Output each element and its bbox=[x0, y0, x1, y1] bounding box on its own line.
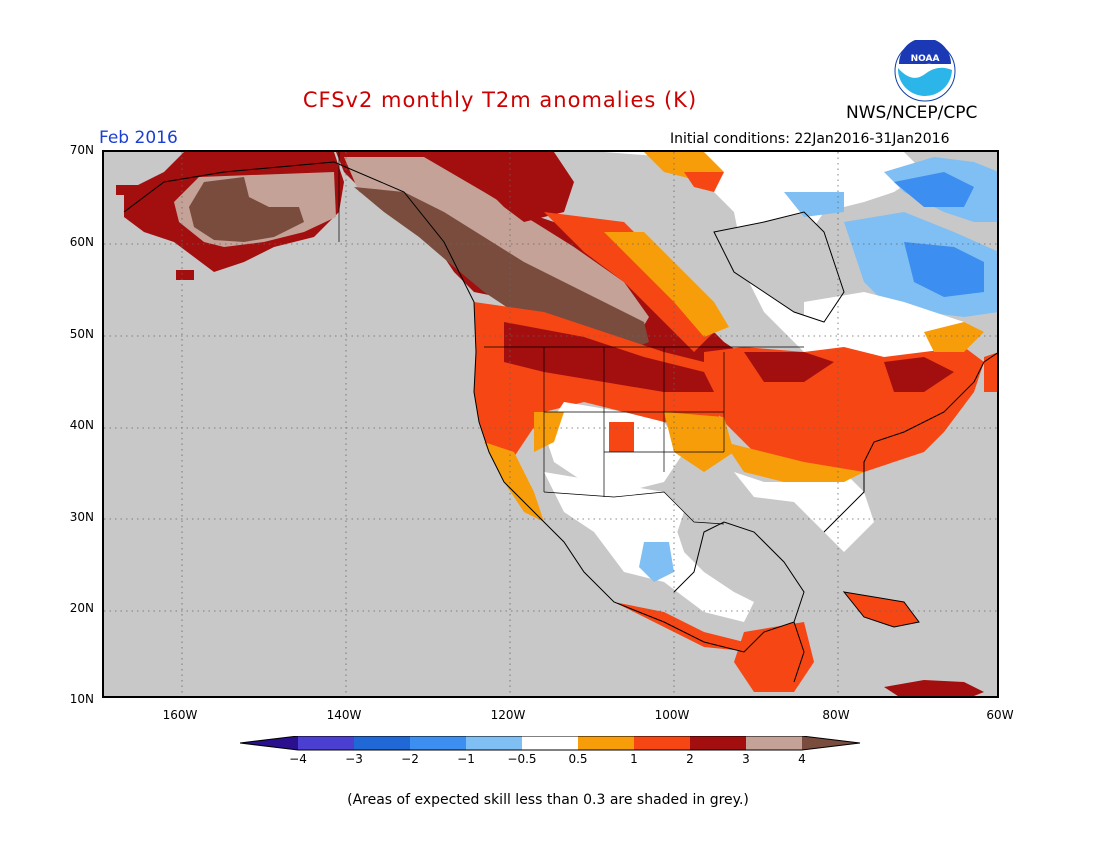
legend-swatch bbox=[354, 736, 410, 750]
noaa-logo: NOAA bbox=[894, 40, 956, 102]
legend-swatch bbox=[634, 736, 690, 750]
graticule bbox=[104, 152, 997, 696]
south-america-edge bbox=[884, 680, 984, 696]
legend-tick: −0.5 bbox=[507, 752, 537, 766]
eastern-us bbox=[704, 322, 997, 472]
lat-label: 40N bbox=[69, 418, 94, 432]
agency-label: NWS/NCEP/CPC bbox=[846, 103, 978, 123]
legend-swatch bbox=[298, 736, 354, 750]
lon-label: 100W bbox=[654, 708, 690, 722]
forecast-month: Feb 2016 bbox=[99, 128, 178, 148]
lon-label: 120W bbox=[490, 708, 526, 722]
coastlines bbox=[123, 161, 997, 683]
legend-swatch bbox=[746, 736, 802, 750]
color-legend bbox=[240, 736, 861, 751]
mexico bbox=[544, 472, 919, 692]
southeast-orange bbox=[724, 442, 864, 482]
legend-tick: 1 bbox=[630, 752, 638, 766]
legend-swatch bbox=[690, 736, 746, 750]
lat-label: 70N bbox=[69, 143, 94, 157]
political-borders bbox=[338, 152, 804, 525]
legend-swatch bbox=[240, 736, 298, 750]
legend-tick: −2 bbox=[401, 752, 419, 766]
lat-label: 50N bbox=[69, 327, 94, 341]
anomaly-map bbox=[102, 150, 999, 698]
legend-swatch bbox=[802, 736, 860, 750]
initial-conditions: Initial conditions: 22Jan2016-31Jan2016 bbox=[670, 131, 950, 147]
western-us bbox=[474, 302, 734, 522]
map-canvas bbox=[104, 152, 997, 696]
legend-swatch bbox=[466, 736, 522, 750]
logo-text: NOAA bbox=[911, 54, 940, 64]
legend-tick: 4 bbox=[798, 752, 806, 766]
lat-label: 10N bbox=[69, 692, 94, 706]
legend-tick: 0.5 bbox=[568, 752, 588, 766]
legend-swatch bbox=[578, 736, 634, 750]
western-canada bbox=[336, 152, 824, 392]
skill-note: (Areas of expected skill less than 0.3 a… bbox=[347, 792, 749, 808]
lat-label: 60N bbox=[69, 235, 94, 249]
hudson-bay bbox=[714, 212, 844, 322]
map-title: CFSv2 monthly T2m anomalies (K) bbox=[302, 88, 698, 112]
legend-swatch bbox=[522, 736, 578, 750]
legend-tick: 3 bbox=[742, 752, 750, 766]
lon-label: 160W bbox=[162, 708, 198, 722]
legend-tick: −3 bbox=[345, 752, 363, 766]
legend-swatch bbox=[410, 736, 466, 750]
legend-tick: −1 bbox=[457, 752, 475, 766]
alaska-region bbox=[116, 152, 344, 280]
ontario-white bbox=[804, 292, 964, 362]
lat-label: 20N bbox=[69, 601, 94, 615]
lon-label: 140W bbox=[326, 708, 362, 722]
legend-tick: −4 bbox=[289, 752, 307, 766]
southeast-white bbox=[734, 472, 874, 552]
quebec-labrador bbox=[784, 157, 997, 317]
lon-label: 80W bbox=[822, 708, 850, 722]
legend-tick: 2 bbox=[686, 752, 694, 766]
lon-label: 60W bbox=[986, 708, 1014, 722]
lat-label: 30N bbox=[69, 510, 94, 524]
